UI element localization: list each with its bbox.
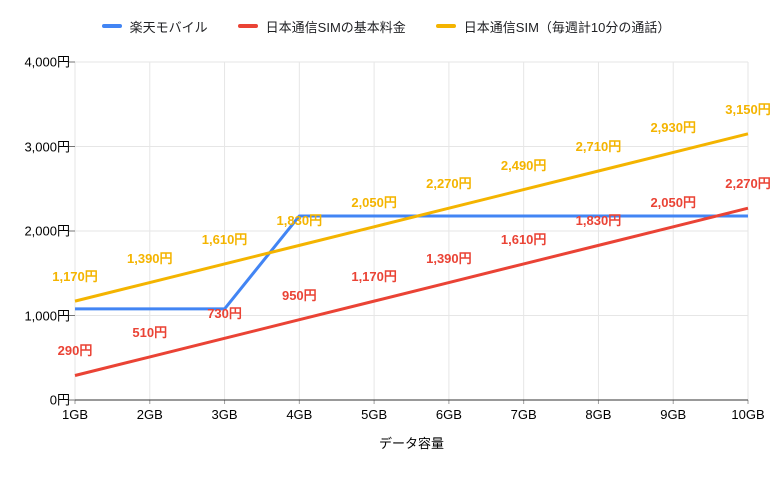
y-tick-label: 3,000円 (24, 139, 70, 154)
x-tick-label: 1GB (61, 407, 89, 422)
data-label: 1,610円 (201, 231, 248, 247)
data-label: 2,050円 (351, 194, 397, 210)
data-label: 1,830円 (575, 213, 622, 229)
data-label: 510円 (132, 324, 168, 340)
x-tick-label: 2GB (136, 407, 163, 422)
legend-label-nihon-call: 日本通信SIM（毎週計10分の通話） (463, 19, 671, 35)
legend-swatch-nihon-basic (237, 24, 258, 28)
y-tick-label: 1,000円 (24, 308, 70, 323)
series-line-1 (74, 206, 749, 377)
x-tick-label: 7GB (510, 407, 537, 422)
y-tick-label: 2,000円 (24, 223, 70, 239)
x-tick-label: 3GB (211, 407, 238, 422)
data-label: 2,490円 (500, 157, 547, 173)
series-line-0 (75, 214, 748, 311)
x-tick-label: 5GB (361, 407, 388, 422)
x-tick-label: 8GB (585, 407, 612, 422)
legend-swatch-nihon-call (435, 24, 456, 28)
data-label: 2,930円 (650, 120, 696, 136)
legend-item-nihon-basic: 日本通信SIMの基本料金 (237, 17, 406, 36)
data-label: 3,150円 (725, 101, 771, 117)
x-tick-label: 4GB (286, 407, 313, 422)
data-label: 290円 (57, 343, 93, 359)
data-label: 1,390円 (426, 250, 472, 266)
data-label: 1,830円 (276, 213, 323, 229)
data-label: 2,710円 (575, 139, 622, 154)
data-label: 1,170円 (52, 269, 98, 285)
data-label: 1,170円 (351, 269, 397, 285)
x-tick-label: 9GB (660, 407, 687, 422)
x-tick-label: 6GB (435, 407, 462, 422)
data-label: 2,270円 (426, 176, 472, 192)
data-label: 1,610円 (500, 231, 547, 247)
y-tick-label: 0円 (49, 392, 70, 408)
data-label: 2,270円 (725, 176, 771, 192)
legend-swatch-rakuten (101, 24, 122, 28)
x-tick-label: 10GB (731, 407, 765, 422)
series-line-2 (74, 132, 749, 303)
legend-item-nihon-call: 日本通信SIM（毎週計10分の通話） (435, 17, 671, 36)
data-label: 2,050円 (650, 194, 696, 210)
legend-item-rakuten: 楽天モバイル (101, 17, 208, 36)
data-label: 950円 (281, 287, 317, 303)
data-label: 730円 (207, 306, 242, 322)
data-label: 1,390円 (126, 250, 173, 266)
legend-label-nihon-basic: 日本通信SIMの基本料金 (265, 19, 406, 35)
legend-label-rakuten: 楽天モバイル (129, 19, 208, 35)
y-tick-label: 4,000円 (24, 54, 70, 70)
x-axis-title: データ容量 (378, 436, 444, 451)
legend: 楽天モバイル 日本通信SIMの基本料金 日本通信SIM（毎週計10分の通話） (0, 16, 772, 36)
